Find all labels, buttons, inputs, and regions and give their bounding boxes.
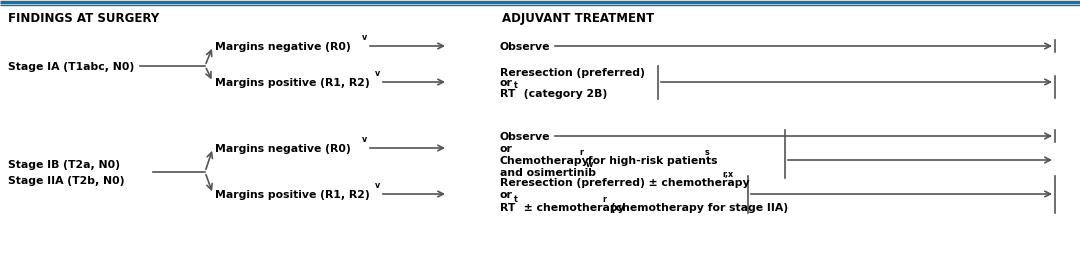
Text: Observe: Observe: [500, 42, 551, 52]
Text: (category 2B): (category 2B): [519, 89, 607, 99]
Text: FINDINGS AT SURGERY: FINDINGS AT SURGERY: [8, 12, 159, 25]
Text: v: v: [362, 33, 367, 42]
Text: Reresection (preferred) ± chemotherapy: Reresection (preferred) ± chemotherapy: [500, 177, 750, 187]
Text: for high-risk patients: for high-risk patients: [584, 155, 717, 165]
Text: Stage IA (T1abc, N0): Stage IA (T1abc, N0): [8, 62, 134, 72]
Text: ± chemotherapy: ± chemotherapy: [519, 202, 624, 212]
Text: and osimertinib: and osimertinib: [500, 167, 596, 177]
Text: w: w: [586, 159, 593, 168]
Text: s: s: [705, 147, 710, 156]
Text: Margins positive (R1, R2): Margins positive (R1, R2): [215, 189, 369, 199]
Text: ADJUVANT TREATMENT: ADJUVANT TREATMENT: [502, 12, 654, 25]
Text: v: v: [362, 134, 367, 144]
Text: Observe: Observe: [500, 132, 551, 141]
Text: Stage IB (T2a, N0): Stage IB (T2a, N0): [8, 159, 120, 169]
Text: Chemotherapy: Chemotherapy: [500, 155, 590, 165]
Text: r,x: r,x: [723, 169, 733, 178]
Text: t: t: [514, 81, 517, 90]
Text: Stage IIA (T2b, N0): Stage IIA (T2b, N0): [8, 175, 124, 185]
Text: RT: RT: [500, 202, 515, 212]
Text: r: r: [602, 194, 606, 203]
Text: v: v: [375, 69, 380, 78]
Text: (chemotherapy for stage IIA): (chemotherapy for stage IIA): [607, 202, 788, 212]
Text: t: t: [514, 194, 517, 203]
Text: or: or: [500, 78, 513, 88]
Text: or: or: [500, 189, 513, 199]
Text: RT: RT: [500, 89, 515, 99]
Text: Reresection (preferred): Reresection (preferred): [500, 68, 645, 78]
Text: v: v: [375, 180, 380, 189]
Text: or: or: [500, 144, 513, 153]
Text: Margins negative (R0): Margins negative (R0): [215, 42, 351, 52]
Text: Margins negative (R0): Margins negative (R0): [215, 144, 351, 153]
Text: r: r: [579, 147, 583, 156]
Text: Margins positive (R1, R2): Margins positive (R1, R2): [215, 78, 369, 88]
